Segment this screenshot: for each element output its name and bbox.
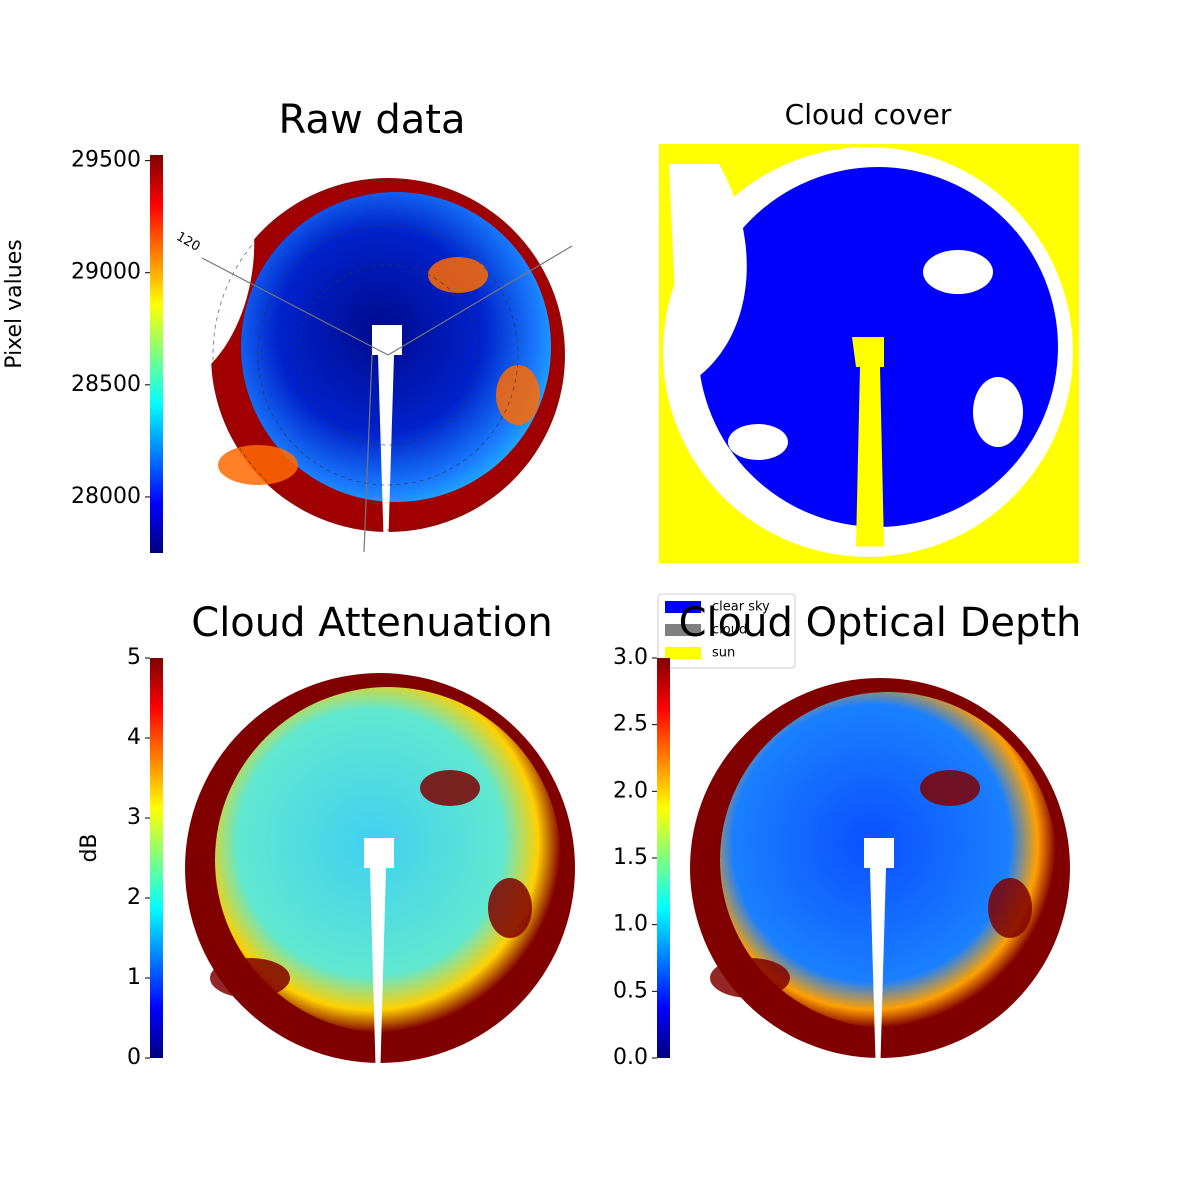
colorbar — [150, 658, 163, 1058]
tick-label: 4 — [127, 725, 141, 750]
tick-label: 0.0 — [613, 1045, 648, 1070]
tick-label: 5 — [127, 645, 141, 670]
tick-label: 0.5 — [613, 978, 648, 1003]
legend: clear sky cloud sun — [657, 593, 796, 669]
mask-cloud-patch — [728, 424, 788, 460]
cloud-patch — [496, 365, 540, 425]
mask-sun-region — [852, 337, 884, 547]
legend-swatch — [665, 647, 701, 659]
panel-title: Cloud Optical Depth — [679, 600, 1082, 646]
legend-label: cloud — [712, 623, 747, 638]
cloud-patch — [988, 878, 1032, 938]
legend-label: sun — [712, 646, 735, 661]
tick-label: 29500 — [71, 148, 141, 173]
tick-label: 28000 — [71, 484, 141, 509]
colorbar-label: dB — [77, 833, 102, 862]
panels: 28000 28500 29000 29500 Pixel values clear sk… — [2, 97, 1081, 1083]
polar-ring — [297, 264, 479, 446]
tick-label: 3.0 — [613, 645, 648, 670]
sky-image — [185, 673, 575, 1083]
cloud-patch — [920, 770, 980, 806]
cloud-patch — [710, 958, 790, 998]
colorbar — [150, 155, 163, 553]
tick-label: 2 — [127, 885, 141, 910]
sun-mask — [864, 838, 894, 1078]
legend-label: clear sky — [712, 600, 770, 615]
polar-annotation: 120 — [173, 229, 202, 254]
panel-title: Cloud cover — [785, 98, 952, 131]
mask-cloud-patch — [973, 377, 1023, 447]
sun-mask — [364, 838, 394, 1083]
panel-title: Raw data — [279, 97, 466, 143]
tick-label: 29000 — [71, 260, 141, 285]
tick-label: 2.0 — [613, 778, 648, 803]
sky-image — [211, 178, 565, 552]
sky-image — [690, 678, 1070, 1078]
tick-label: 2.5 — [613, 712, 648, 737]
cloud-patch — [420, 770, 480, 806]
mask-cloud-left — [669, 164, 747, 389]
tick-label: 3 — [127, 805, 141, 830]
polar-spoke — [363, 354, 373, 553]
panel-title: Cloud Attenuation — [191, 600, 552, 646]
cloud-patch — [218, 445, 298, 485]
tick-label: 28500 — [71, 372, 141, 397]
tick-label: 0 — [127, 1045, 141, 1070]
legend-swatch — [665, 624, 701, 636]
cloud-patch — [210, 958, 290, 998]
tick-label: 1 — [127, 965, 141, 990]
tick-label: 1.5 — [613, 845, 648, 870]
colorbar — [657, 658, 670, 1058]
polar-spoke — [387, 245, 573, 356]
colorbar-label: Pixel values — [2, 239, 27, 368]
polar-overlay: 120 — [173, 179, 573, 553]
polar-ring — [212, 179, 564, 531]
tick-label: 1.0 — [613, 912, 648, 937]
polar-spoke — [201, 257, 389, 356]
cloud-patch — [488, 878, 532, 938]
mask-cloud-patch — [923, 250, 993, 294]
sun-mask — [372, 325, 402, 552]
polar-ring — [257, 224, 519, 486]
legend-swatch — [665, 601, 701, 613]
